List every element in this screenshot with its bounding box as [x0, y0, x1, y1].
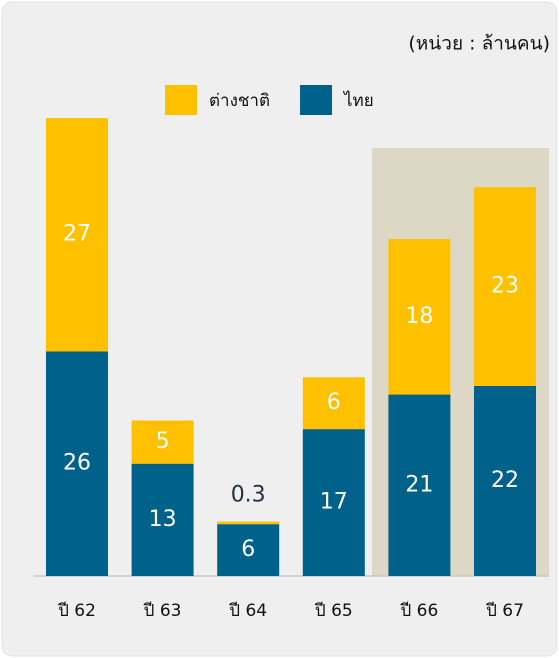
bar-segment [474, 187, 536, 386]
value-label: 17 [320, 490, 348, 515]
bar-segment [302, 377, 365, 430]
x-tick-label: ปี 65 [314, 601, 353, 621]
bar-segment [388, 394, 451, 576]
bar-segment [46, 351, 108, 576]
value-label: 27 [63, 222, 91, 247]
unit-label: (หน่วย : ล้านคน) [408, 33, 550, 55]
bar-segment [131, 420, 194, 464]
bar-segment [46, 118, 108, 352]
value-label: 6 [327, 390, 341, 415]
value-label: 18 [405, 304, 433, 329]
legend-swatch [300, 85, 332, 115]
legend-swatch [165, 85, 197, 115]
value-label: 23 [491, 274, 519, 299]
value-label: 21 [405, 472, 433, 497]
bar-segment [217, 521, 280, 525]
legend-label: ต่างชาติ [209, 91, 270, 111]
bar-segment [302, 429, 365, 576]
legend-label: ไทย [342, 90, 374, 111]
bar-segment [217, 524, 280, 576]
x-tick-label: ปี 62 [57, 601, 96, 621]
value-label: 0.3 [231, 483, 266, 508]
value-label: 13 [149, 507, 177, 532]
value-label: 26 [63, 451, 91, 476]
x-tick-label: ปี 63 [143, 601, 182, 621]
bar-segment [131, 463, 194, 576]
value-label: 22 [491, 468, 519, 493]
x-tick-label: ปี 67 [485, 601, 524, 621]
x-tick-label: ปี 64 [228, 601, 267, 621]
value-label: 5 [156, 429, 170, 454]
bar-segment [474, 385, 536, 576]
value-label: 6 [241, 537, 255, 562]
x-tick-label: ปี 66 [400, 601, 439, 621]
bar-segment [388, 239, 451, 395]
